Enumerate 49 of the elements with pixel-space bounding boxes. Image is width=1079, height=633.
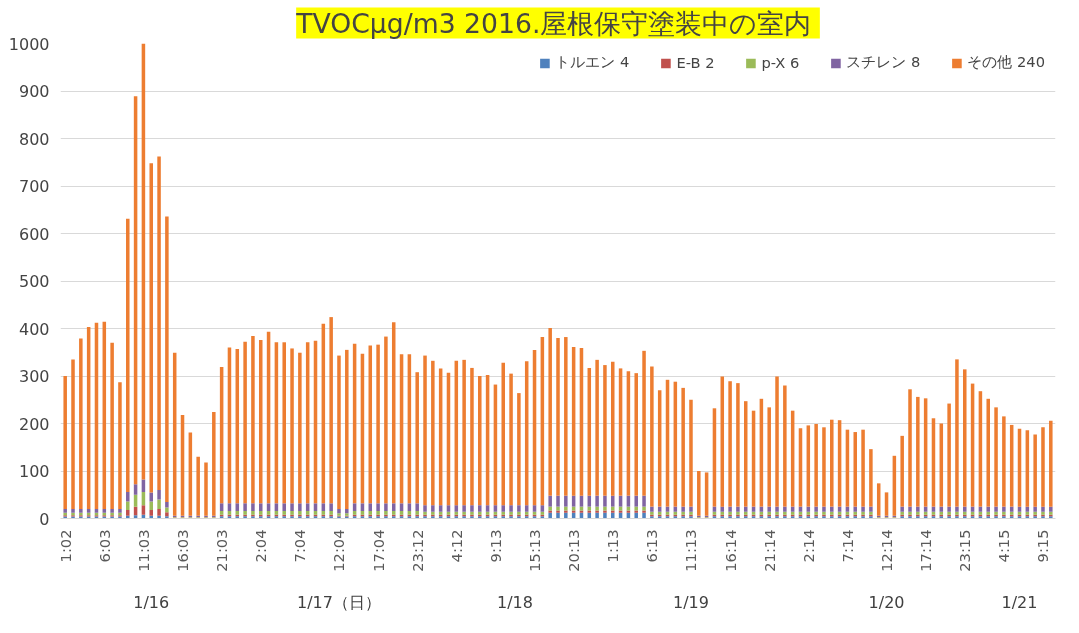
x-tick-label: 15:13	[526, 529, 544, 572]
x-tick-label: 9:15	[1034, 529, 1052, 563]
x-tick-label: 4:12	[447, 529, 465, 563]
chart-title: TVOCμg/m3 2016.屋根保守塗装中の室内	[295, 7, 812, 39]
x-tick-label: 1:02	[56, 529, 74, 563]
x-tick-label: 23:12	[408, 529, 426, 572]
x-tick-label: 20:13	[565, 529, 583, 572]
legend-label: E-B 2	[676, 54, 715, 71]
x-tick-label: 16:03	[174, 529, 192, 572]
x-tick-label: 9:13	[486, 529, 504, 563]
x-tick-label: 21:03	[213, 529, 231, 572]
y-tick-label: 200	[18, 414, 50, 434]
x-tick-label: 1:13	[604, 529, 622, 563]
text: 1/16	[133, 592, 170, 612]
legend-label: トルエン 4	[555, 53, 630, 72]
x-tick-label: 4:15	[995, 529, 1013, 563]
y-tick-label: 900	[18, 82, 50, 101]
y-tick-label: 800	[18, 129, 50, 149]
y-tick-label: 700	[18, 177, 50, 196]
y-tick-label: 300	[18, 367, 50, 386]
text: 1/20	[868, 592, 905, 612]
text: 1/21	[1001, 592, 1038, 612]
x-tick-label: 12:04	[330, 529, 348, 572]
legend-label: p-X 6	[761, 54, 800, 71]
x-tick-label: 6:03	[95, 529, 113, 563]
y-tick-label: 600	[18, 224, 50, 244]
y-tick-label: 0	[39, 509, 50, 529]
x-tick-label: 7:14	[838, 529, 856, 563]
y-tick-label: 400	[18, 319, 50, 339]
x-tick-label: 11:03	[134, 529, 152, 572]
x-tick-label: 12:14	[878, 529, 896, 572]
legend-label: スチレン 8	[846, 53, 921, 72]
x-tick-label: 11:13	[682, 529, 700, 572]
legend-label: その他 240	[967, 53, 1045, 72]
x-tick-label: 21:14	[760, 529, 778, 572]
x-tick-label: 17:14	[917, 529, 935, 572]
x-tick-label: 23:15	[956, 529, 974, 572]
x-tick-label: 16:14	[721, 529, 739, 572]
text: 1/18	[497, 592, 533, 612]
x-tick-label: 6:13	[643, 529, 661, 563]
text: 1/19	[673, 592, 709, 612]
text: 1/17（日）	[297, 592, 381, 612]
x-tick-label: 2:14	[799, 529, 817, 563]
y-tick-label: 1000	[8, 34, 50, 54]
y-tick-label: 100	[18, 462, 50, 481]
x-tick-label: 17:04	[369, 529, 387, 572]
y-tick-label: 500	[18, 272, 50, 291]
x-tick-label: 7:04	[291, 529, 309, 563]
x-tick-label: 2:04	[252, 529, 270, 563]
